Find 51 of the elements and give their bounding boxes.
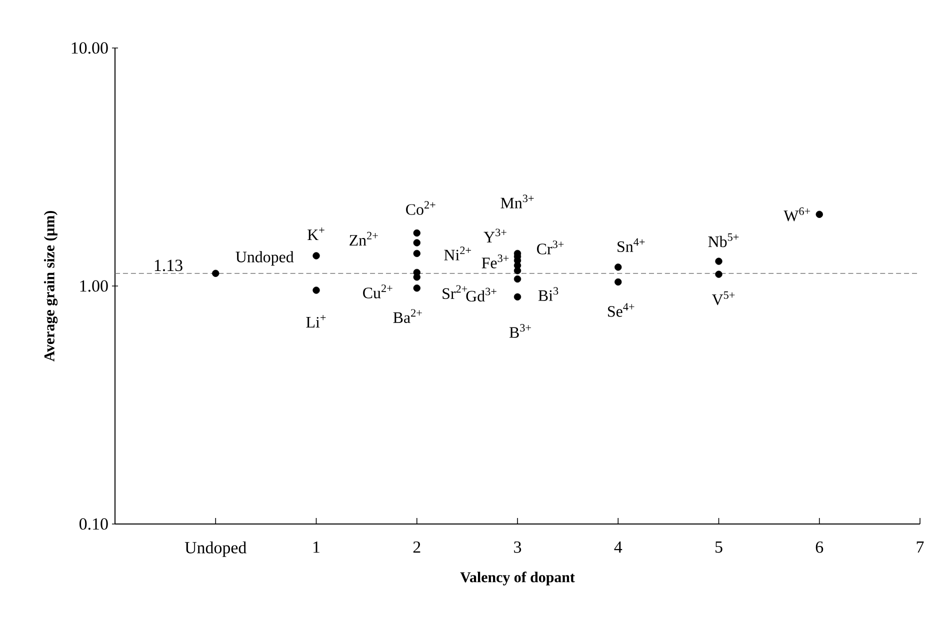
annotation: Se$^{4+}$ xyxy=(608,303,634,317)
x-tick-label: 5 xyxy=(716,541,722,553)
point xyxy=(413,284,420,292)
annotation: Fe$^{3+}$ xyxy=(482,254,509,268)
x-tick-label: 6 xyxy=(816,541,824,553)
annotation: Undoped xyxy=(236,251,294,266)
annotation: Nb$^{5+}$ xyxy=(708,233,739,248)
annotation: V$^{5+}$ xyxy=(712,291,735,306)
y-tick-label: 1.00 xyxy=(80,280,108,292)
annotation: Sn$^{4+}$ xyxy=(618,238,645,252)
annotation: Gd$^{3+}$ xyxy=(466,288,496,302)
point xyxy=(413,229,420,237)
point xyxy=(715,258,722,265)
point xyxy=(413,250,420,258)
x-tick-label: Undoped xyxy=(184,541,246,557)
annotation: Cr$^{3+}$ xyxy=(537,240,564,254)
x-tick-label: 7 xyxy=(916,541,924,553)
annotation: Cu$^{2+}$ xyxy=(363,284,392,298)
x-axis-title: Valency of dopant xyxy=(460,572,575,586)
point xyxy=(212,270,220,277)
y-tick-label: 0.10 xyxy=(79,518,108,530)
annotation: Ni$^{2+}$ xyxy=(444,246,471,260)
annotation: B$^{3+}$ xyxy=(509,324,531,338)
x-tick-label: 4 xyxy=(614,541,622,553)
annotation: Sr$^{2+}$ xyxy=(442,285,468,299)
point xyxy=(715,270,722,278)
annotation: Co$^{2+}$ xyxy=(406,201,436,215)
x-tick-label: 3 xyxy=(514,541,522,553)
point xyxy=(816,210,823,218)
annotation: Li$^{+}$ xyxy=(306,314,326,328)
point xyxy=(413,239,420,246)
annotation: Mn$^{3+}$ xyxy=(500,194,534,208)
point xyxy=(312,286,320,294)
point xyxy=(614,278,622,286)
y-axis-title: Average grain size (μm) xyxy=(44,210,58,362)
annotation: Zn$^{2+}$ xyxy=(350,232,378,246)
point xyxy=(312,252,320,260)
point xyxy=(413,274,420,281)
annotation: Ba$^{2+}$ xyxy=(393,309,422,323)
point xyxy=(514,275,522,283)
point xyxy=(614,264,622,271)
annotation: K$^{+}$ xyxy=(308,227,324,240)
ref-line-label: 1.13 xyxy=(154,260,182,272)
point xyxy=(514,267,522,274)
annotation: Bi$^{3}$ xyxy=(538,287,558,301)
point xyxy=(514,293,522,300)
x-tick-label: 1 xyxy=(314,541,320,553)
annotation: Y$^{3+}$ xyxy=(484,228,506,242)
annotation: W$^{6+}$ xyxy=(784,207,810,222)
y-tick-label: 10.00 xyxy=(72,42,108,54)
x-tick-label: 2 xyxy=(413,541,420,553)
